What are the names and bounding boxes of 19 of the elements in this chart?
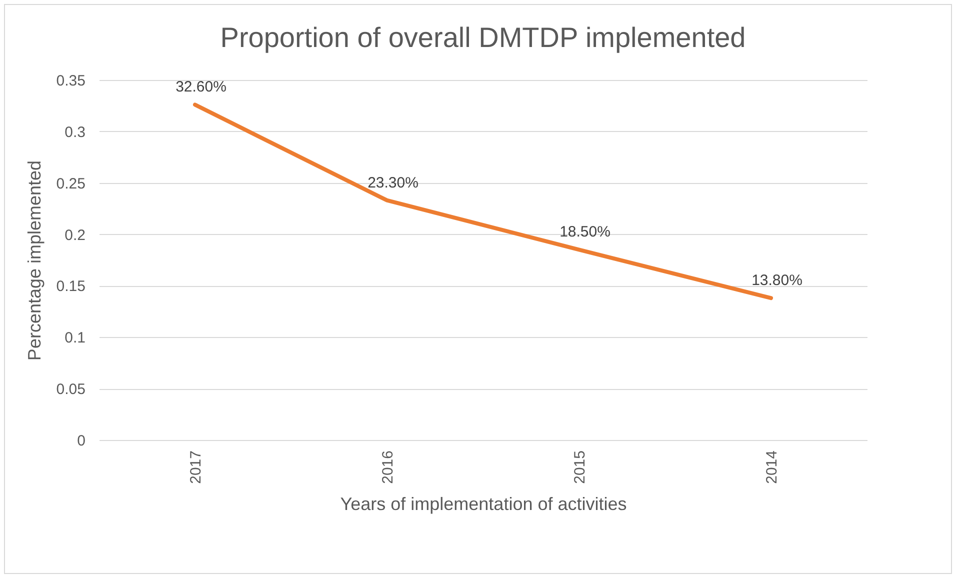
x-tick-label: 2014 [764, 450, 780, 484]
y-tick-label: 0.15 [56, 278, 86, 296]
x-tick-label: 2015 [572, 450, 588, 484]
y-tick-label: 0.1 [64, 330, 86, 347]
data-label: 18.50% [560, 224, 610, 241]
data-label: 32.60% [176, 78, 226, 96]
y-tick-label: 0.25 [56, 175, 86, 192]
x-axis-title: Years of implementation of activities [340, 494, 627, 514]
x-tick-label: 2016 [380, 450, 396, 484]
chart-title: Proportion of overall DMTDP implemented [220, 22, 746, 53]
y-tick-label: 0.35 [56, 72, 86, 90]
y-axis-title: Percentage implemented [24, 160, 44, 361]
x-tick-label: 2017 [188, 450, 204, 484]
data-label: 13.80% [752, 272, 802, 290]
data-label: 23.30% [368, 174, 418, 192]
y-tick-label: 0.2 [64, 226, 86, 244]
y-tick-label: 0 [77, 432, 86, 450]
y-tick-label: 0.05 [56, 381, 86, 398]
y-tick-label: 0.3 [64, 124, 86, 141]
